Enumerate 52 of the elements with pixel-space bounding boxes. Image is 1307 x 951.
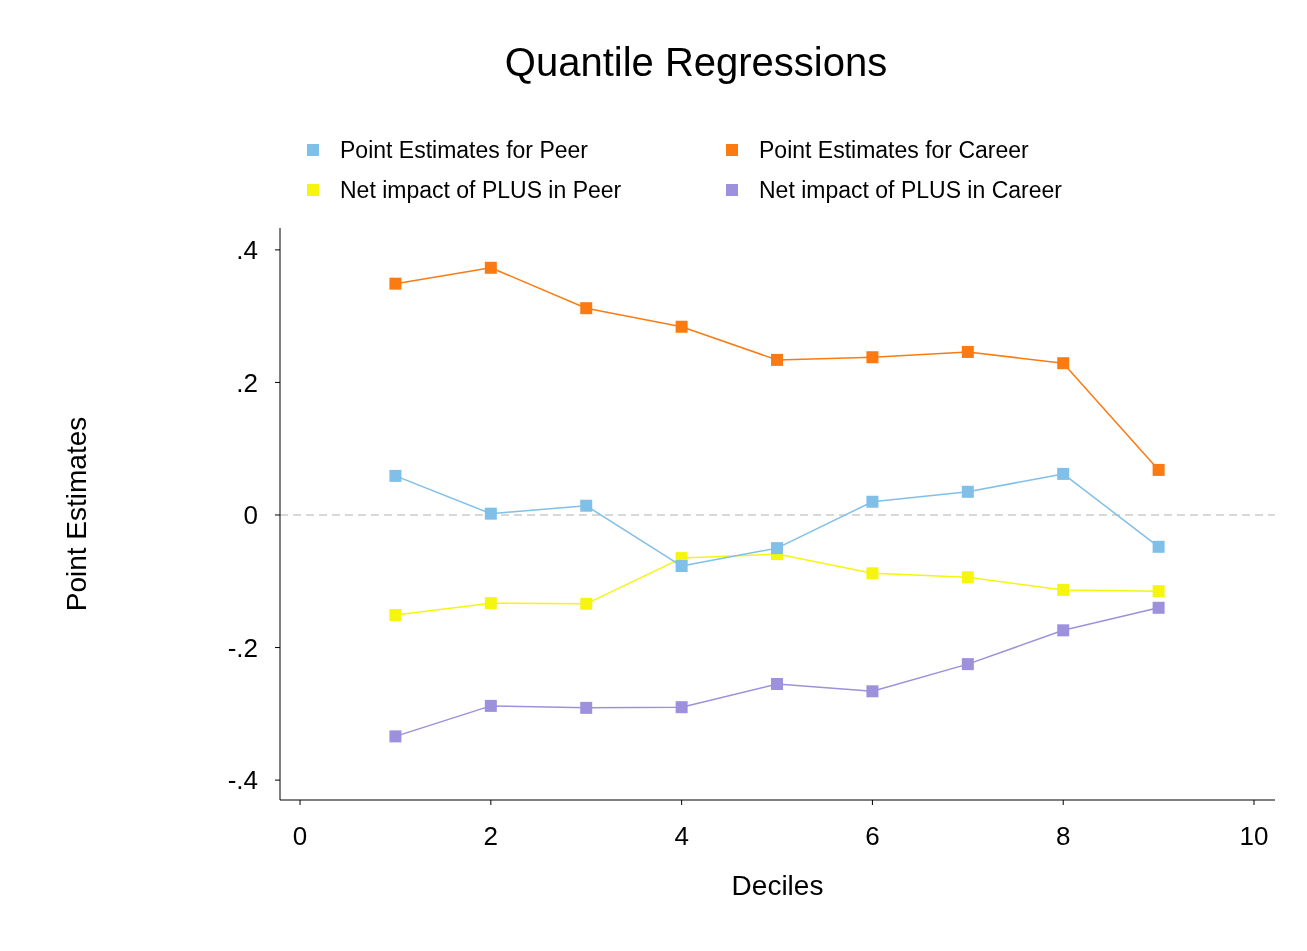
y-axis-title: Point Estimates [61, 416, 92, 612]
x-tick-label: 10 [1239, 821, 1269, 851]
point [1057, 357, 1070, 370]
point [580, 499, 593, 512]
point [1152, 463, 1165, 476]
point [771, 353, 784, 366]
point [389, 730, 402, 743]
point [866, 685, 879, 698]
point [1152, 585, 1165, 598]
point [1057, 467, 1070, 480]
y-tick-label: -.2 [227, 632, 258, 663]
point [866, 567, 879, 580]
legend-label: Point Estimates for Peer [340, 137, 589, 164]
chart-title: Quantile Regressions [504, 40, 888, 84]
x-tick-label: 4 [674, 821, 689, 851]
x-axis-title: Deciles [731, 870, 824, 901]
point [484, 507, 497, 520]
point [484, 261, 497, 274]
x-tick-label: 6 [865, 821, 880, 851]
point [675, 560, 688, 573]
point [866, 351, 879, 364]
y-tick-label: .2 [236, 367, 258, 398]
point [484, 699, 497, 712]
point [580, 302, 593, 315]
point [1152, 601, 1165, 614]
point [1152, 540, 1165, 553]
point [771, 542, 784, 555]
point [961, 571, 974, 584]
point [389, 609, 402, 622]
legend-label: Net impact of PLUS in Career [759, 177, 1063, 204]
x-tick-label: 0 [292, 821, 308, 851]
point [580, 597, 593, 610]
point [1057, 583, 1070, 596]
point [580, 701, 593, 714]
point [389, 277, 402, 290]
point [771, 678, 784, 691]
point [1057, 624, 1070, 637]
point [675, 320, 688, 333]
point [866, 495, 879, 508]
y-tick-label: .4 [236, 234, 258, 265]
x-tick-label: 8 [1055, 821, 1071, 851]
x-tick-label: 2 [483, 821, 499, 851]
point [961, 485, 974, 498]
legend-label: Point Estimates for Career [759, 137, 1030, 164]
point [484, 597, 497, 610]
point [389, 469, 402, 482]
y-tick-label: 0 [243, 500, 258, 531]
point [961, 658, 974, 671]
point [675, 701, 688, 714]
y-tick-label: -.4 [227, 765, 258, 796]
legend-label: Net impact of PLUS in Peer [340, 177, 622, 204]
point [961, 345, 974, 358]
